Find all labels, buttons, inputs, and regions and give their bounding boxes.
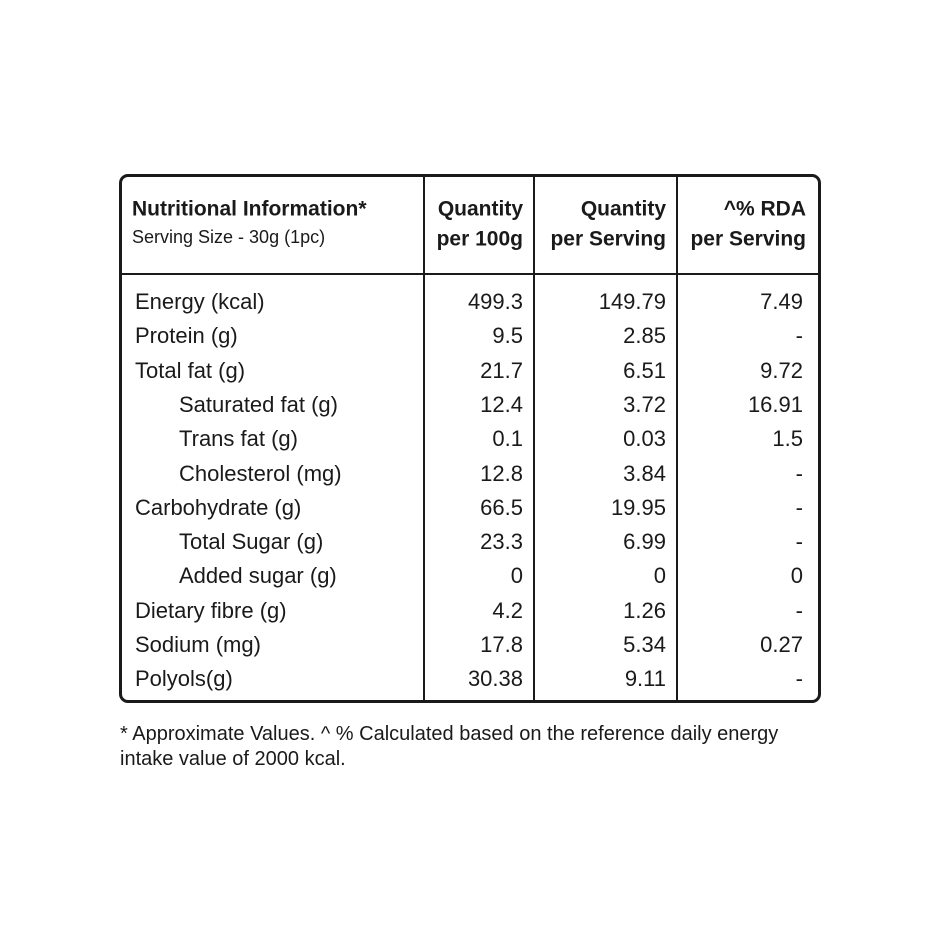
column-header: per Serving [550, 227, 666, 251]
nutrient-name: Energy (kcal) [135, 289, 265, 314]
nutrient-value: 2.85 [623, 323, 666, 349]
nutrient-value: 499.3 [467, 289, 523, 314]
nutrient-value: 149.79 [598, 289, 666, 314]
column-divider [423, 174, 425, 703]
nutrient-value: 66.5 [480, 494, 523, 520]
nutrient-value: 6.99 [623, 529, 666, 555]
nutrient-value: 3.84 [623, 460, 666, 486]
nutrient-value: 0 [790, 563, 803, 589]
nutrient-value: 7.49 [760, 289, 803, 314]
nutrient-value: 16.91 [747, 391, 803, 417]
nutrient-value: 9.11 [624, 666, 666, 692]
nutrient-value: 30.38 [467, 666, 523, 692]
nutrient-value: 1.5 [772, 426, 803, 452]
nutrient-value: 5.34 [623, 632, 666, 657]
nutrient-value: 3.72 [623, 391, 666, 417]
nutrient-value: 0.1 [492, 426, 523, 452]
column-divider [676, 174, 678, 703]
table-border [119, 174, 821, 703]
footnote: * Approximate Values. ^ % Calculated bas… [120, 723, 779, 745]
nutrient-name: Protein (g) [135, 323, 238, 349]
nutrient-value: 0 [653, 563, 666, 589]
serving-size: Serving Size - 30g (1pc) [132, 227, 326, 247]
nutrient-value: - [795, 597, 803, 623]
column-header: per 100g [436, 227, 523, 251]
nutrient-name: Added sugar (g) [179, 563, 337, 589]
column-header: Quantity [437, 197, 523, 221]
table-title: Nutritional Information* [132, 197, 367, 221]
nutrient-value: - [795, 323, 803, 349]
column-divider [533, 174, 535, 703]
nutrient-value: 0.27 [760, 632, 803, 657]
nutrient-name: Carbohydrate (g) [135, 494, 302, 520]
footnote: intake value of 2000 kcal. [120, 748, 346, 770]
column-header: per Serving [690, 227, 806, 251]
nutrient-value: 9.72 [760, 357, 803, 383]
nutrient-value: 17.8 [480, 632, 523, 657]
nutrient-name: Dietary fibre (g) [135, 597, 287, 623]
nutrient-name: Sodium (mg) [135, 632, 261, 657]
nutrient-value: 12.8 [480, 460, 523, 486]
nutrient-value: 0 [510, 563, 523, 589]
nutrient-value: - [795, 494, 803, 520]
nutrient-value: 6.51 [623, 357, 666, 383]
nutrient-name: Total Sugar (g) [179, 529, 324, 555]
nutrient-name: Total fat (g) [135, 357, 246, 383]
nutrient-value: - [795, 666, 803, 692]
nutrient-value: - [795, 460, 803, 486]
nutrient-value: - [795, 529, 803, 555]
nutrient-value: 19.95 [610, 494, 666, 520]
nutrient-name: Cholesterol (mg) [179, 460, 342, 486]
nutrient-name: Polyols(g) [135, 666, 233, 692]
nutrient-value: 0.03 [623, 426, 666, 452]
nutrient-name: Trans fat (g) [179, 426, 298, 452]
nutrient-value: 12.4 [480, 391, 523, 417]
nutrient-name: Saturated fat (g) [179, 391, 338, 417]
column-header: Quantity [580, 197, 666, 221]
nutrient-value: 1.26 [623, 597, 666, 623]
column-header: ^% RDA [723, 197, 806, 221]
nutrient-value: 4.2 [492, 597, 523, 623]
nutrient-value: 9.5 [492, 323, 523, 349]
nutrient-value: 23.3 [480, 529, 523, 555]
header-divider [120, 273, 820, 275]
nutrient-value: 21.7 [480, 357, 523, 383]
